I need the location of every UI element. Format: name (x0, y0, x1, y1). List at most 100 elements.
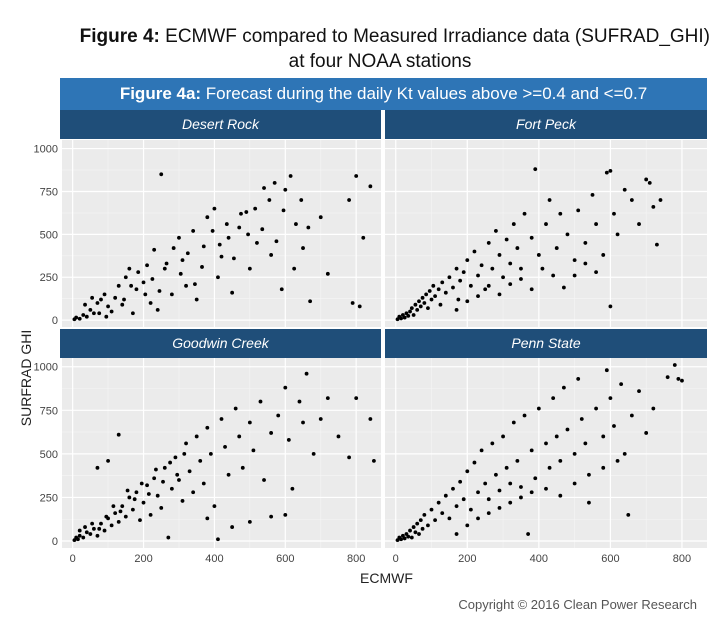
data-point (81, 313, 86, 317)
data-point (665, 375, 670, 380)
data-point (216, 537, 220, 542)
data-point (123, 275, 128, 280)
x-tick-label: 800 (673, 553, 691, 565)
data-point (497, 488, 502, 493)
data-point (409, 306, 414, 311)
data-point (127, 266, 132, 271)
data-point (626, 512, 631, 517)
data-point (274, 239, 279, 244)
data-point (511, 222, 516, 226)
data-point (476, 294, 480, 299)
data-point (612, 211, 616, 216)
data-point (424, 292, 429, 297)
data-point (143, 292, 148, 297)
data-point (102, 528, 107, 533)
data-point (104, 314, 109, 319)
data-point (465, 299, 470, 304)
data-point (612, 424, 616, 428)
data-point (644, 177, 649, 182)
x-tick-label: 200 (458, 553, 476, 565)
data-point (451, 486, 455, 491)
data-point (454, 307, 459, 312)
data-point (519, 277, 523, 281)
data-point (288, 174, 293, 178)
data-point (420, 295, 425, 300)
data-point (501, 434, 505, 439)
data-point (182, 451, 187, 456)
data-point (219, 417, 224, 421)
data-point (237, 225, 242, 230)
data-point (152, 476, 157, 481)
data-point (180, 258, 185, 262)
data-point (608, 304, 613, 309)
data-point (130, 311, 135, 316)
figure-title-text: ECMWF compared to Measured Irradiance da… (159, 26, 710, 47)
data-point (529, 490, 534, 495)
data-point (433, 518, 437, 523)
data-point (350, 301, 355, 305)
data-point (155, 493, 160, 498)
data-point (139, 481, 144, 486)
data-point (200, 265, 204, 269)
data-point (232, 256, 236, 261)
data-point (429, 507, 434, 512)
data-point (354, 174, 359, 178)
data-point (162, 266, 167, 271)
data-point (583, 241, 588, 245)
data-point (579, 417, 584, 421)
data-point (294, 222, 298, 226)
data-point (651, 406, 656, 411)
data-point (260, 227, 265, 232)
data-point (208, 451, 213, 456)
data-point (547, 198, 552, 202)
data-point (551, 273, 556, 278)
data-point (486, 497, 491, 502)
y-tick-label: 500 (40, 449, 58, 461)
data-point (529, 448, 534, 453)
data-point (122, 297, 126, 302)
data-point (561, 285, 566, 290)
data-point (269, 514, 274, 519)
banner-label: Figure 4a: (119, 84, 202, 103)
data-point (583, 261, 588, 266)
data-point (347, 455, 351, 460)
data-point (440, 280, 445, 285)
facet-panel-3: 0 200 400 600 800 (385, 358, 707, 565)
data-point (497, 506, 502, 510)
data-point (123, 514, 128, 519)
data-point (134, 490, 139, 495)
data-point (194, 434, 199, 439)
data-point (413, 302, 418, 307)
data-point (168, 460, 173, 465)
data-point (251, 448, 256, 453)
data-point (483, 287, 488, 292)
data-point (150, 277, 155, 281)
data-point (246, 232, 250, 237)
data-point (283, 385, 288, 390)
x-tick-label: 600 (601, 553, 619, 565)
data-point (141, 500, 146, 505)
data-point (83, 525, 87, 529)
data-point (239, 211, 243, 216)
data-point (451, 285, 455, 290)
data-point (440, 511, 445, 516)
data-point (159, 506, 164, 510)
data-point (368, 184, 373, 189)
data-point (299, 198, 304, 202)
data-point (361, 235, 366, 240)
data-point (511, 420, 516, 425)
data-point (447, 275, 452, 280)
data-point (594, 270, 598, 275)
data-point (468, 283, 473, 288)
x-tick-label: 0 (70, 553, 76, 565)
data-point (177, 478, 181, 482)
data-point (604, 368, 609, 373)
data-point (205, 516, 210, 521)
data-point (544, 222, 548, 226)
x-tick-label: 200 (134, 553, 152, 565)
data-point (177, 235, 181, 240)
data-point (130, 507, 135, 512)
facet-panel-1 (385, 140, 707, 327)
data-point (272, 180, 277, 185)
